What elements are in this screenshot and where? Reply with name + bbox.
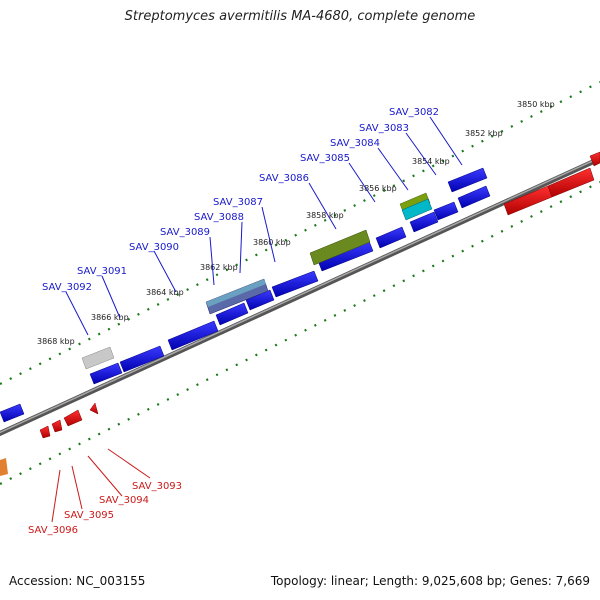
gene-arrow-sav-3086: [309, 229, 371, 266]
genome-backbone: [0, 155, 600, 437]
gene-arrow: [375, 226, 407, 249]
gene-labels-bottom: SAV_3093 SAV_3094 SAV_3095 SAV_3096: [28, 481, 182, 536]
tick-labels: 3850 kbp 3852 kbp 3854 kbp 3856 kbp 3858…: [37, 100, 555, 346]
gene-label[interactable]: SAV_3089: [160, 227, 210, 238]
gene-arrow: [447, 167, 488, 193]
gene-arrow: [119, 345, 165, 373]
tick-label: 3852 kbp: [465, 129, 503, 138]
gene-arrow: [589, 151, 600, 167]
tick-label: 3864 kbp: [146, 288, 184, 297]
reverse-genes: [39, 151, 600, 439]
gene-label[interactable]: SAV_3093: [132, 481, 182, 492]
tick-label: 3868 kbp: [37, 337, 75, 346]
map-title: Streptomyces avermitilis MA-4680, comple…: [124, 9, 476, 24]
gene-arrow: [89, 402, 99, 415]
accession-text: Accession: NC_003155: [9, 574, 146, 588]
tick-label: 3862 kbp: [200, 263, 238, 272]
inner-tick-track: [0, 181, 600, 485]
tick-label: 3856 kbp: [359, 184, 397, 193]
outer-tick-track: [0, 81, 600, 385]
tick-label: 3854 kbp: [412, 157, 450, 166]
gene-arrow: [215, 302, 249, 326]
gene-arrow: [167, 320, 219, 351]
gene-arrow-sav-3091: [81, 346, 115, 370]
gene-label[interactable]: SAV_3082: [389, 107, 439, 118]
gene-label[interactable]: SAV_3087: [213, 197, 263, 208]
gene-arrow: [89, 362, 123, 385]
gene-labels-top: SAV_3082 SAV_3083 SAV_3084 SAV_3085 SAV_…: [42, 107, 439, 293]
gene-arrow: [63, 409, 83, 427]
gene-label[interactable]: SAV_3088: [194, 212, 244, 223]
gene-label[interactable]: SAV_3084: [330, 138, 380, 149]
label-leaders-bottom: [51, 448, 151, 523]
tick-label: 3850 kbp: [517, 100, 555, 109]
gene-label[interactable]: SAV_3092: [42, 282, 92, 293]
tick-label: 3858 kbp: [306, 211, 344, 220]
gene-arrow: [409, 211, 439, 233]
gene-arrow: [0, 403, 25, 423]
gene-arrow: [271, 270, 319, 298]
gene-arrow: [51, 419, 63, 433]
gene-label[interactable]: SAV_3083: [359, 123, 409, 134]
gene-arrow: [433, 201, 459, 221]
gene-label[interactable]: SAV_3096: [28, 525, 78, 536]
gene-label[interactable]: SAV_3095: [64, 510, 114, 521]
gene-label[interactable]: SAV_3091: [77, 266, 127, 277]
gene-label[interactable]: SAV_3085: [300, 153, 350, 164]
tick-label: 3866 kbp: [91, 313, 129, 322]
gene-arrow: [39, 425, 51, 439]
gene-label[interactable]: SAV_3094: [99, 495, 149, 506]
label-leaders-top: [65, 116, 463, 336]
gene-label[interactable]: SAV_3086: [259, 173, 309, 184]
gene-label[interactable]: SAV_3090: [129, 242, 179, 253]
genome-summary-text: Topology: linear; Length: 9,025,608 bp; …: [270, 574, 590, 588]
tick-label: 3860 kbp: [253, 238, 291, 247]
gene-arrow: [547, 167, 595, 198]
forward-genes: [0, 167, 491, 423]
gene-arrow: [457, 185, 491, 209]
